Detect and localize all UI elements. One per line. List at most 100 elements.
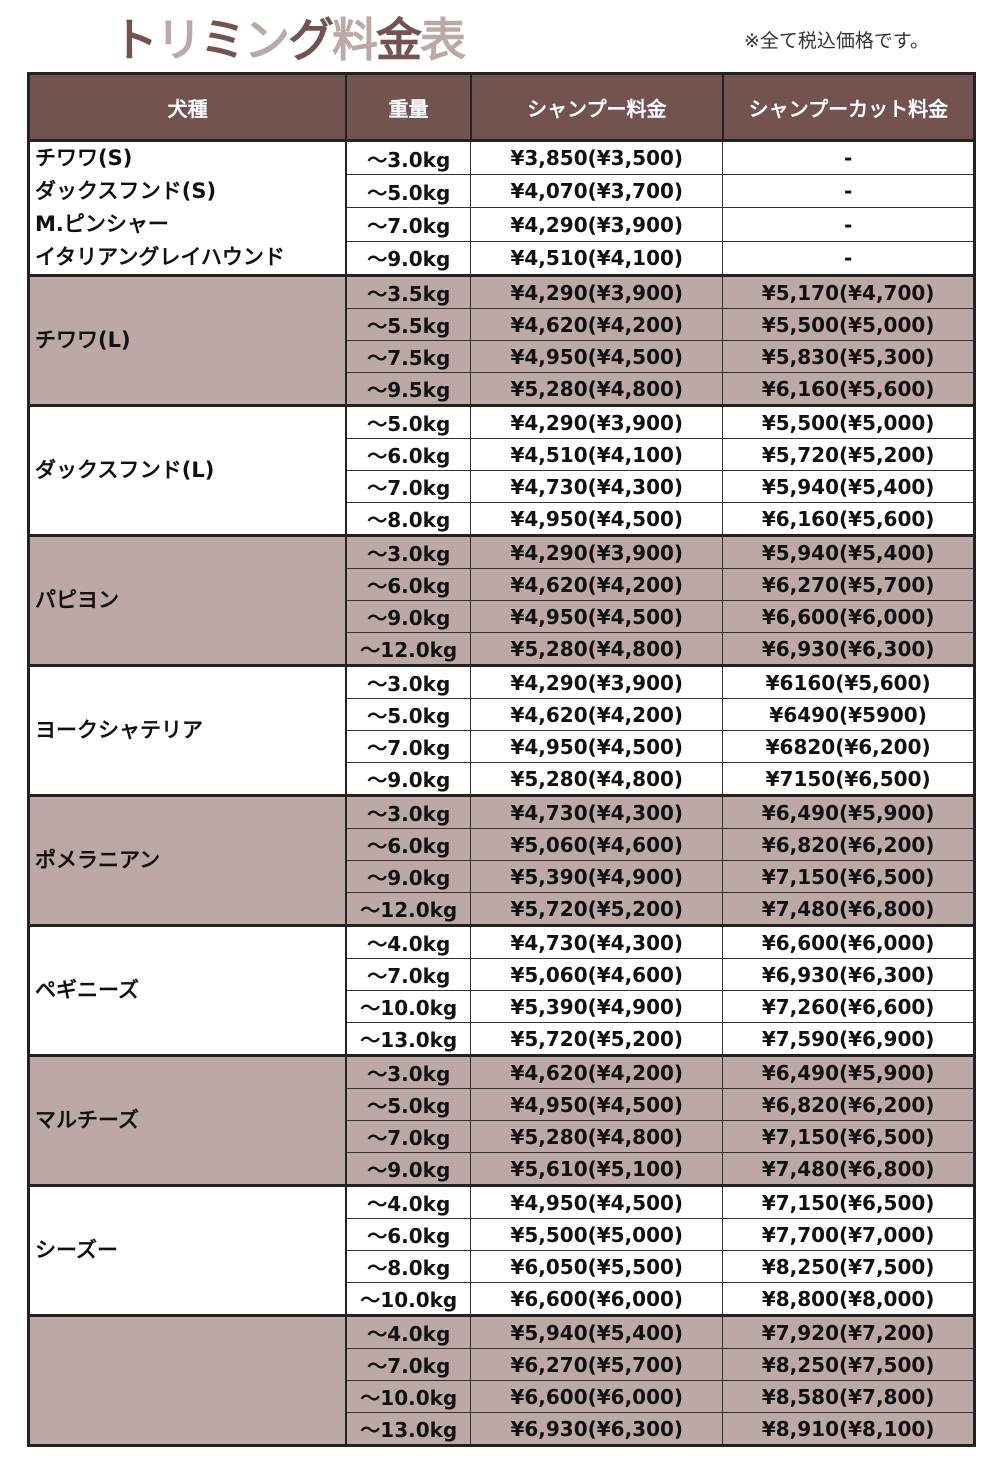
shampoo-price-cell: ¥4,510(¥4,100) <box>470 240 724 277</box>
shampoo-cut-price-cell: ¥6,600(¥6,000) <box>722 924 975 959</box>
table-row: ペギニーズ ～4.0kg ¥4,730(¥4,300) ¥6,600(¥6,000) <box>28 924 975 1056</box>
shampoo-cut-price-cell: ¥7,260(¥6,600) <box>722 990 975 1023</box>
shampoo-cut-price-cell: ¥6,270(¥5,700) <box>722 568 975 601</box>
weight-cell: ～7.0kg <box>345 207 472 242</box>
breed-cell: シーズー <box>28 1184 348 1316</box>
weight-cell: ～5.0kg <box>345 1088 472 1121</box>
shampoo-price-cell: ¥5,940(¥5,400) <box>470 1314 724 1349</box>
breed-name: ヨークシャテリア <box>35 718 203 742</box>
shampoo-cut-price-cell: ¥7,150(¥6,500) <box>722 860 975 893</box>
weight-cell: ～8.0kg <box>345 1250 472 1283</box>
breed-cell: ヨークシャテリア <box>28 664 348 796</box>
shampoo-price-cell: ¥4,730(¥4,300) <box>470 794 724 829</box>
table-row: ～8.0kg ¥4,950(¥4,500) ¥6,160(¥5,600) <box>29 502 975 536</box>
table-row: ～13.0kg ¥6,930(¥6,300) ¥8,910(¥8,100) <box>29 1412 975 1446</box>
shampoo-cut-price-cell: ¥8,250(¥7,500) <box>722 1348 975 1381</box>
shampoo-price-cell: ¥5,720(¥5,200) <box>470 1022 724 1056</box>
table-row: ～6.0kg ¥4,620(¥4,200) ¥6,270(¥5,700) <box>29 568 975 601</box>
shampoo-cut-price-cell: ¥8,800(¥8,000) <box>722 1282 975 1316</box>
table-row: ～10.0kg ¥6,600(¥6,000) ¥8,580(¥7,800) <box>29 1380 975 1413</box>
shampoo-cut-price-cell: ¥6160(¥5,600) <box>722 664 975 699</box>
header-breed: 犬種 <box>27 72 348 142</box>
shampoo-price-cell: ¥4,620(¥4,200) <box>470 698 724 731</box>
shampoo-cut-price-cell: ¥7,920(¥7,200) <box>722 1314 975 1349</box>
shampoo-price-cell: ¥5,390(¥4,900) <box>470 860 724 893</box>
shampoo-price-cell: ¥4,290(¥3,900) <box>470 207 724 242</box>
breed-cell: パピヨン <box>28 534 348 666</box>
table-row: ～6.0kg ¥4,510(¥4,100) ¥5,720(¥5,200) <box>29 438 975 471</box>
title-char: 料 <box>332 13 378 67</box>
price-table: 犬種 重量 シャンプー料金 シャンプーカット料金 チワワ(S) ダックスフンド(S… <box>27 72 976 1447</box>
shampoo-price-cell: ¥4,290(¥3,900) <box>470 274 724 309</box>
shampoo-price-cell: ¥3,850(¥3,500) <box>470 138 724 176</box>
breed-cell: チワワ(S) ダックスフンド(S) M.ピンシャー イタリアングレイハウンド <box>28 139 348 276</box>
header-shampoo-price: シャンプー料金 <box>469 72 724 142</box>
shampoo-cut-price-cell: ¥6,490(¥5,900) <box>722 794 975 829</box>
table-row: ～7.0kg ¥5,060(¥4,600) ¥6,930(¥6,300) <box>29 958 975 991</box>
weight-cell: ～5.0kg <box>345 404 472 439</box>
table-row: ～12.0kg ¥5,280(¥4,800) ¥6,930(¥6,300) <box>29 632 975 666</box>
table-row: ～13.0kg ¥5,720(¥5,200) ¥7,590(¥6,900) <box>29 1022 975 1056</box>
table-row: ダックスフンド(L) ～5.0kg ¥4,290(¥3,900) ¥5,500(¥5,… <box>28 404 975 536</box>
shampoo-price-cell: ¥4,070(¥3,700) <box>470 174 724 209</box>
weight-cell: ～6.0kg <box>345 568 472 601</box>
weight-cell: ～3.0kg <box>345 534 472 569</box>
table-row: ～9.0kg ¥4,950(¥4,500) ¥6,600(¥6,000) <box>29 600 975 633</box>
weight-cell: ～12.0kg <box>345 632 472 666</box>
shampoo-price-cell: ¥4,950(¥4,500) <box>470 1088 724 1121</box>
weight-cell: ～7.5kg <box>345 340 472 373</box>
shampoo-price-cell: ¥4,290(¥3,900) <box>470 404 724 439</box>
shampoo-cut-price-cell: - <box>722 207 975 242</box>
breed-name: チワワ(S) <box>35 146 133 170</box>
breed-name: ポメラニアン <box>35 848 161 872</box>
weight-cell: ～5.0kg <box>345 174 472 209</box>
shampoo-price-cell: ¥5,500(¥5,000) <box>470 1218 724 1251</box>
breed-cell: ダックスフンド(L) <box>28 404 348 536</box>
shampoo-price-cell: ¥5,390(¥4,900) <box>470 990 724 1023</box>
weight-cell: ～13.0kg <box>345 1022 472 1056</box>
page-title: トリミング料金表 <box>112 4 466 70</box>
shampoo-cut-price-cell: ¥8,250(¥7,500) <box>722 1250 975 1283</box>
title-char: 金 <box>376 13 422 67</box>
weight-cell: ～5.0kg <box>345 698 472 731</box>
weight-cell: ～9.0kg <box>345 860 472 893</box>
shampoo-price-cell: ¥6,050(¥5,500) <box>470 1250 724 1283</box>
shampoo-cut-price-cell: - <box>722 174 975 209</box>
weight-cell: ～6.0kg <box>345 828 472 861</box>
shampoo-price-cell: ¥4,950(¥4,500) <box>470 600 724 633</box>
breed-cell: ペギニーズ <box>28 924 348 1056</box>
table-row: ～7.0kg ¥5,280(¥4,800) ¥7,150(¥6,500) <box>29 1120 975 1153</box>
shampoo-price-cell: ¥5,610(¥5,100) <box>470 1152 724 1186</box>
shampoo-cut-price-cell: ¥5,830(¥5,300) <box>722 340 975 373</box>
header-shampoo-cut-price: シャンプーカット料金 <box>721 72 976 142</box>
weight-cell: ～3.0kg <box>345 138 472 176</box>
table-row: ～7.0kg ¥4,290(¥3,900) - <box>29 207 975 242</box>
table-row: ～7.0kg ¥4,730(¥4,300) ¥5,940(¥5,400) <box>29 470 975 503</box>
shampoo-cut-price-cell: ¥8,580(¥7,800) <box>722 1380 975 1413</box>
shampoo-price-cell: ¥4,620(¥4,200) <box>470 1054 724 1089</box>
weight-cell: ～7.0kg <box>345 958 472 991</box>
weight-cell: ～3.0kg <box>345 1054 472 1089</box>
shampoo-cut-price-cell: ¥7,480(¥6,800) <box>722 892 975 926</box>
shampoo-price-cell: ¥6,600(¥6,000) <box>470 1380 724 1413</box>
tax-note: ※全て税込価格です。 <box>744 30 930 52</box>
table-row: ～5.5kg ¥4,620(¥4,200) ¥5,500(¥5,000) <box>29 308 975 341</box>
shampoo-cut-price-cell: - <box>722 240 975 277</box>
shampoo-cut-price-cell: ¥5,720(¥5,200) <box>722 438 975 471</box>
weight-cell: ～9.0kg <box>345 600 472 633</box>
weight-cell: ～5.5kg <box>345 308 472 341</box>
breed-cell: ポメラニアン <box>28 794 348 926</box>
breed-name: イタリアングレイハウンド <box>35 245 285 269</box>
breed-name: ペギニーズ <box>35 978 139 1002</box>
shampoo-price-cell: ¥4,290(¥3,900) <box>470 664 724 699</box>
weight-cell: ～13.0kg <box>345 1412 472 1446</box>
table-row: ～6.0kg ¥5,060(¥4,600) ¥6,820(¥6,200) <box>29 828 975 861</box>
weight-cell: ～7.0kg <box>345 470 472 503</box>
shampoo-price-cell: ¥4,620(¥4,200) <box>470 308 724 341</box>
table-row: ～7.0kg ¥6,270(¥5,700) ¥8,250(¥7,500) <box>29 1348 975 1381</box>
table-header-row: 犬種 重量 シャンプー料金 シャンプーカット料金 <box>27 72 976 142</box>
shampoo-cut-price-cell: ¥5,500(¥5,000) <box>722 308 975 341</box>
shampoo-cut-price-cell: ¥6,600(¥6,000) <box>722 600 975 633</box>
weight-cell: ～6.0kg <box>345 438 472 471</box>
shampoo-cut-price-cell: ¥7150(¥6,500) <box>722 762 975 796</box>
